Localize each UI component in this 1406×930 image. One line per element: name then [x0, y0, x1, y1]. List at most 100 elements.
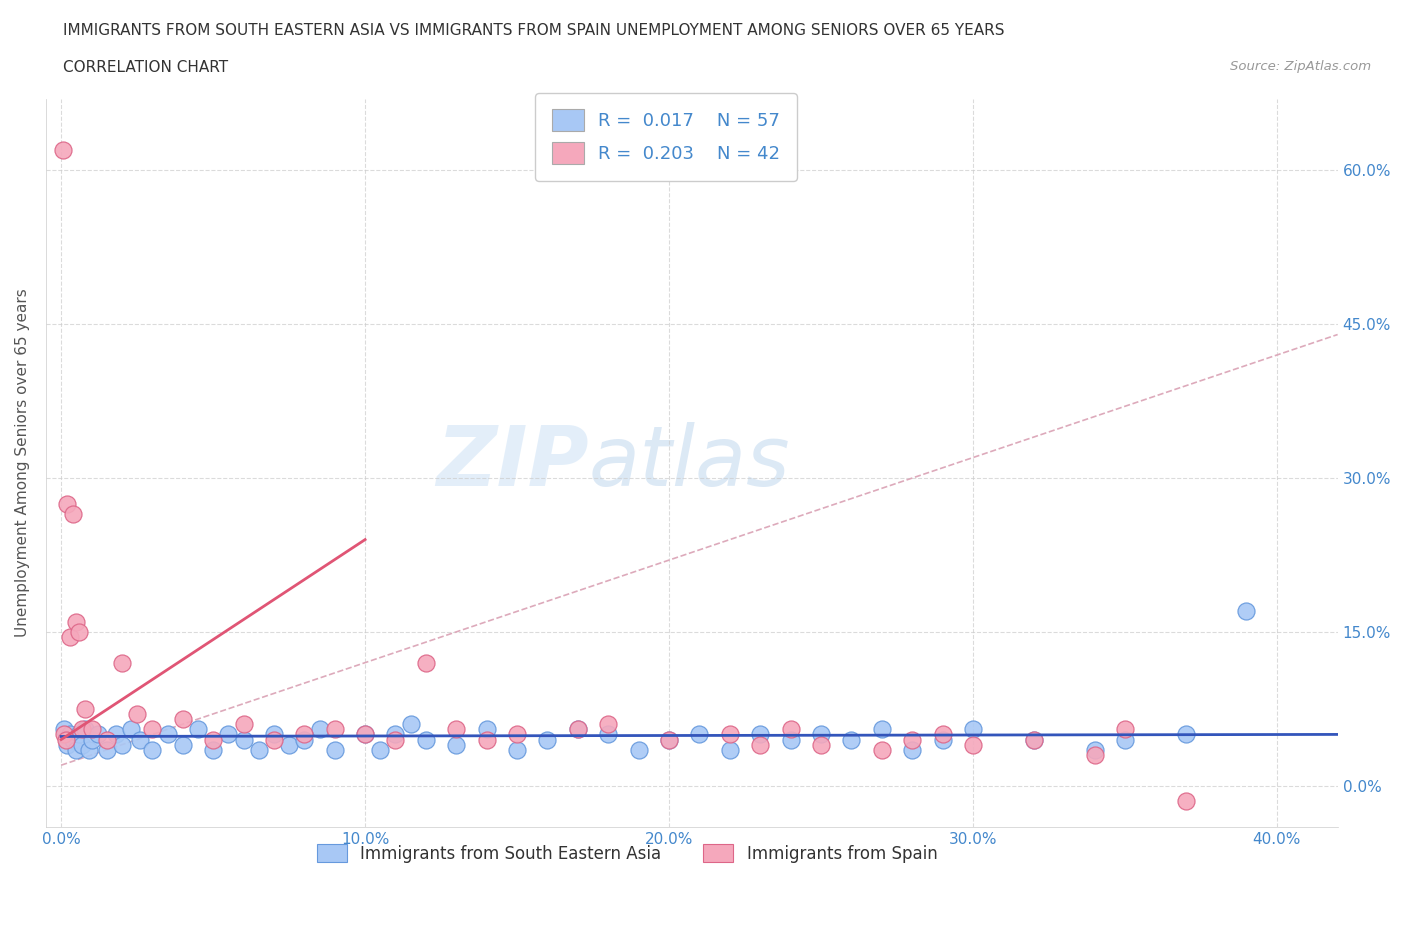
Point: [232, 717, 254, 732]
Point: [141, 722, 163, 737]
Point: [658, 732, 681, 747]
Point: [962, 737, 984, 752]
Point: [323, 722, 346, 737]
Point: [446, 737, 468, 752]
Point: [567, 722, 589, 737]
Point: [292, 727, 315, 742]
Point: [323, 742, 346, 757]
Point: [506, 742, 529, 757]
Point: [59, 727, 82, 742]
Point: [368, 742, 391, 757]
Point: [232, 732, 254, 747]
Point: [779, 732, 801, 747]
Point: [72, 737, 94, 752]
Point: [870, 722, 893, 737]
Point: [156, 727, 179, 742]
Point: [749, 737, 772, 752]
Point: [749, 727, 772, 742]
Point: [1114, 732, 1136, 747]
Point: [931, 732, 953, 747]
Point: [86, 727, 108, 742]
Point: [75, 722, 97, 737]
Point: [129, 732, 152, 747]
Point: [901, 732, 924, 747]
Point: [475, 722, 498, 737]
Point: [55, 732, 77, 747]
Point: [598, 727, 620, 742]
Point: [65, 742, 87, 757]
Point: [172, 737, 194, 752]
Point: [384, 727, 406, 742]
Point: [1022, 732, 1045, 747]
Point: [172, 711, 194, 726]
Point: [120, 722, 142, 737]
Point: [217, 727, 239, 742]
Point: [52, 142, 75, 157]
Point: [141, 742, 163, 757]
Point: [263, 727, 285, 742]
Legend: Immigrants from South Eastern Asia, Immigrants from Spain: Immigrants from South Eastern Asia, Immi…: [311, 837, 943, 870]
Point: [658, 732, 681, 747]
Point: [62, 507, 84, 522]
Point: [901, 742, 924, 757]
Point: [399, 717, 422, 732]
Point: [202, 732, 225, 747]
Text: CORRELATION CHART: CORRELATION CHART: [63, 60, 228, 75]
Text: IMMIGRANTS FROM SOUTH EASTERN ASIA VS IMMIGRANTS FROM SPAIN UNEMPLOYMENT AMONG S: IMMIGRANTS FROM SOUTH EASTERN ASIA VS IM…: [63, 23, 1005, 38]
Point: [96, 742, 118, 757]
Point: [278, 737, 301, 752]
Point: [65, 614, 87, 629]
Point: [62, 732, 84, 747]
Point: [1083, 748, 1105, 763]
Point: [127, 707, 149, 722]
Point: [1174, 793, 1197, 808]
Point: [56, 497, 79, 512]
Point: [72, 722, 94, 737]
Point: [67, 624, 90, 639]
Point: [354, 727, 377, 742]
Point: [96, 732, 118, 747]
Point: [475, 732, 498, 747]
Point: [810, 727, 832, 742]
Point: [1236, 604, 1258, 618]
Point: [263, 732, 285, 747]
Text: ZIP: ZIP: [436, 422, 589, 503]
Point: [111, 656, 134, 671]
Point: [415, 656, 437, 671]
Point: [962, 722, 984, 737]
Point: [779, 722, 801, 737]
Point: [1022, 732, 1045, 747]
Point: [308, 722, 330, 737]
Point: [931, 727, 953, 742]
Point: [567, 722, 589, 737]
Y-axis label: Unemployment Among Seniors over 65 years: Unemployment Among Seniors over 65 years: [15, 288, 30, 637]
Point: [77, 742, 100, 757]
Text: Source: ZipAtlas.com: Source: ZipAtlas.com: [1230, 60, 1371, 73]
Point: [75, 701, 97, 716]
Point: [247, 742, 270, 757]
Point: [53, 727, 76, 742]
Text: atlas: atlas: [589, 422, 790, 503]
Point: [292, 732, 315, 747]
Point: [841, 732, 863, 747]
Point: [1174, 727, 1197, 742]
Point: [56, 737, 79, 752]
Point: [53, 722, 76, 737]
Point: [718, 727, 741, 742]
Point: [718, 742, 741, 757]
Point: [598, 717, 620, 732]
Point: [1083, 742, 1105, 757]
Point: [446, 722, 468, 737]
Point: [384, 732, 406, 747]
Point: [810, 737, 832, 752]
Point: [67, 727, 90, 742]
Point: [80, 732, 103, 747]
Point: [870, 742, 893, 757]
Point: [1114, 722, 1136, 737]
Point: [104, 727, 127, 742]
Point: [80, 722, 103, 737]
Point: [506, 727, 529, 742]
Point: [187, 722, 209, 737]
Point: [111, 737, 134, 752]
Point: [688, 727, 710, 742]
